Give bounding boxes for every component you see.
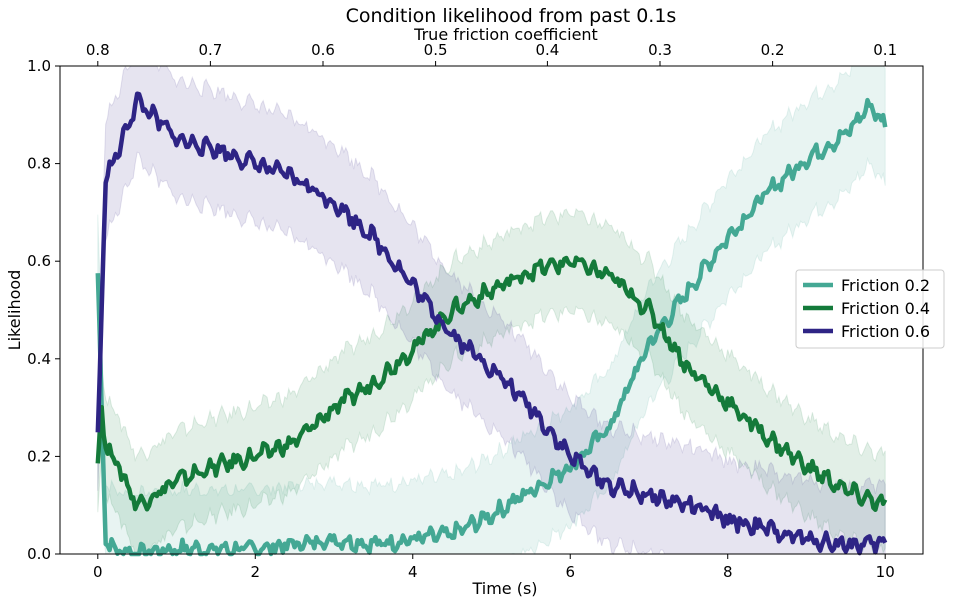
- y-tick-label: 0.0: [27, 545, 51, 563]
- top-tick-label: 0.8: [86, 41, 110, 59]
- x-tick-label: 0: [93, 563, 103, 581]
- y-tick-label: 0.8: [27, 155, 51, 173]
- legend: Friction 0.2 Friction 0.4 Friction 0.6: [795, 269, 945, 349]
- confidence-bands: [97, 65, 886, 556]
- top-tick-label: 0.4: [535, 41, 559, 59]
- x-axis-title: Time (s): [471, 579, 537, 598]
- top-tick-label: 0.1: [873, 41, 897, 59]
- y-tick-label: 0.4: [27, 350, 51, 368]
- line-friction-0-4: [95, 255, 888, 512]
- legend-label-friction-0-2: Friction 0.2: [841, 276, 930, 295]
- top-tick-label: 0.3: [648, 41, 672, 59]
- y-tick-label: 0.6: [27, 252, 51, 270]
- line-friction-0-6: [95, 91, 888, 556]
- y-tick-label: 0.2: [27, 447, 51, 465]
- y-axis-title: Likelihood: [5, 270, 24, 351]
- x-tick-label: 6: [565, 563, 575, 581]
- top-axis-title: True friction coefficient: [413, 25, 598, 44]
- chart-title: Condition likelihood from past 0.1s: [346, 5, 677, 27]
- top-tick-label: 0.6: [311, 41, 335, 59]
- band-friction-0-4: [97, 207, 886, 555]
- x-tick-label: 2: [251, 563, 261, 581]
- top-tick-label: 0.2: [761, 41, 785, 59]
- series-lines: [95, 91, 888, 557]
- x-tick-label: 4: [408, 563, 418, 581]
- x-tick-label: 8: [723, 563, 733, 581]
- y-tick-label: 1.0: [27, 57, 51, 75]
- legend-label-friction-0-4: Friction 0.4: [841, 299, 930, 318]
- x-tick-label: 10: [876, 563, 895, 581]
- top-tick-label: 0.7: [198, 41, 222, 59]
- legend-box: [795, 269, 945, 349]
- top-tick-label: 0.5: [424, 41, 448, 59]
- axes: 0 2 4 6 8 10 0.0 0.2 0.4 0.6 0.8 1.0 0.8 0.7 0.6 0.5 0.4…: [27, 41, 924, 581]
- legend-label-friction-0-6: Friction 0.6: [841, 322, 930, 341]
- line-friction-0-2: [95, 97, 888, 557]
